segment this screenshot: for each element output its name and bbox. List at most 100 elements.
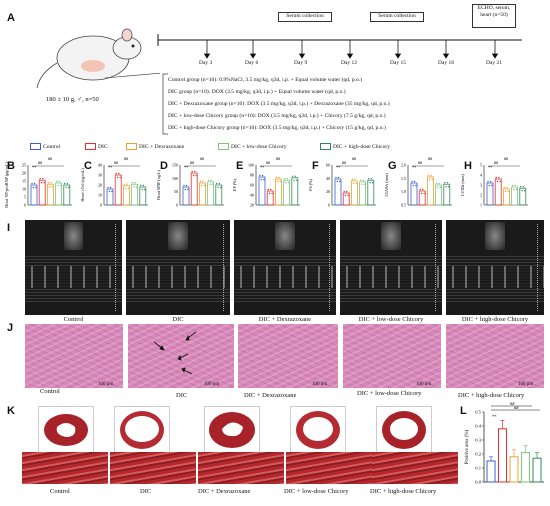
mini-tick-0-2: 15 — [22, 179, 26, 184]
day-3: Day 3 — [199, 60, 213, 66]
mini-sig-a-6: ## — [494, 160, 499, 165]
mini-dot-6-2-2 — [506, 186, 508, 189]
legend-swatch-dic — [85, 143, 96, 150]
group-dexrazoxane: DIC + Dexrazoxane group (n=10): DOX (3.5… — [168, 101, 390, 107]
scale-bar-dex: 100 μm — [312, 382, 328, 387]
mini-dot-1-4-1 — [141, 188, 143, 191]
mini-dot-2-1-3 — [195, 174, 197, 177]
mini-dot-4-4-1 — [369, 182, 371, 184]
panel-label-f: F — [312, 160, 319, 172]
mini-dot-2-0-2 — [185, 184, 188, 187]
mini-tick-0-3: 10 — [22, 187, 26, 192]
mini-dot-2-3-0 — [207, 179, 210, 181]
mini-dot-3-3-3 — [287, 182, 290, 184]
panel-label-k: K — [7, 405, 15, 417]
mini-sig-c-1: ** — [108, 165, 112, 170]
panel-label-d: D — [160, 160, 168, 172]
mini-dot-5-1-0 — [419, 188, 421, 191]
mini-dot-6-4-2 — [522, 186, 525, 188]
masson-caption-dic: DIC — [140, 488, 152, 495]
mini-tick-3-3: 40 — [250, 193, 254, 198]
mini-dot-4-1-0 — [343, 190, 345, 193]
l-bar-0 — [486, 460, 496, 483]
scale-bar-high: 100 μm — [518, 382, 534, 387]
mini-dot-0-2-0 — [47, 182, 50, 184]
he-caption-low: DIC + low-dose Chicory — [357, 390, 422, 397]
mini-bar-6-2 — [502, 188, 510, 206]
mini-dot-0-1-0 — [39, 178, 41, 180]
mini-tick-0-1: 20 — [22, 171, 26, 176]
mini-bar-6-4 — [519, 187, 527, 206]
mini-dot-1-0-1 — [108, 190, 111, 193]
mini-dot-0-3-3 — [59, 184, 62, 187]
mini-sig-b-2: ## — [200, 156, 205, 161]
mini-dot-6-3-2 — [514, 184, 516, 187]
mini-tick-0-0: 25 — [22, 163, 26, 168]
mini-dot-1-0-2 — [109, 186, 112, 189]
l-bar-2 — [509, 456, 519, 483]
mini-dot-2-2-0 — [199, 180, 202, 183]
mini-tick-2-3: 0 — [176, 203, 178, 208]
mini-dot-1-3-2 — [134, 182, 136, 184]
legend-label-control: Control — [43, 143, 61, 150]
mini-dot-2-1-2 — [194, 170, 196, 173]
mini-dot-2-4-3 — [220, 186, 222, 189]
mini-dot-1-2-0 — [123, 183, 126, 185]
mini-dot-5-2-0 — [427, 174, 430, 177]
mini-dot-2-4-2 — [218, 182, 221, 185]
day-15: Day 15 — [390, 60, 407, 66]
masson-detail-low — [286, 452, 372, 484]
legend-label-dic: DIC — [98, 143, 108, 150]
day-12: Day 12 — [341, 60, 358, 66]
timeline — [157, 34, 522, 59]
mini-dot-0-4-2 — [66, 182, 69, 185]
masson-detail-dex — [198, 452, 284, 484]
day-18: Day 18 — [438, 60, 455, 66]
mini-dot-6-0-3 — [491, 184, 493, 187]
mini-ylabel-4: FS (%) — [308, 178, 313, 191]
mini-dot-5-4-2 — [446, 182, 449, 184]
echo-image-dic — [126, 220, 230, 315]
mini-dot-5-2-2 — [430, 174, 432, 177]
panel-label-h: H — [464, 160, 472, 172]
mini-dot-3-2-3 — [279, 180, 281, 183]
he-image-control — [25, 324, 123, 388]
mini-ylabel-6: LVIDs (mm) — [460, 174, 465, 196]
echo-image-high — [446, 220, 544, 315]
day-21: Day 21 — [486, 60, 503, 66]
masson-detail-dic — [110, 452, 196, 484]
mini-dot-2-2-3 — [203, 184, 205, 187]
legend-swatch-control — [30, 143, 41, 150]
legend-low-chicory: DIC + low-dose Chicory — [218, 143, 287, 150]
mini-sig-c-3: ** — [260, 165, 264, 170]
mini-tick-3-0: 100 — [248, 163, 254, 168]
mini-dot-5-3-1 — [437, 186, 439, 189]
mini-dot-0-3-0 — [55, 180, 58, 183]
mini-dot-3-1-3 — [271, 192, 273, 195]
mini-bar-3-0 — [258, 176, 266, 206]
mini-dot-1-3-3 — [135, 186, 138, 188]
mini-tick-5-1: 1.5 — [401, 176, 406, 181]
mini-dot-0-1-1 — [40, 182, 43, 184]
mini-dot-5-2-3 — [431, 178, 433, 181]
mini-ylabel-2: Heart BNP (ng/L) — [156, 169, 161, 200]
mini-bar-2-1 — [190, 172, 198, 206]
masson-whole-control — [38, 406, 94, 454]
mini-bar-4-3 — [359, 181, 367, 206]
mini-dot-3-0-0 — [259, 174, 261, 177]
scale-bar-control: 100 μm — [98, 382, 114, 387]
mini-dot-4-0-2 — [337, 176, 340, 179]
mini-dot-5-1-2 — [422, 188, 424, 191]
mini-bar-1-3 — [131, 183, 139, 206]
mini-tick-3-1: 80 — [250, 173, 254, 178]
mini-dot-3-2-0 — [275, 176, 278, 179]
mini-sig-c-2: ** — [184, 165, 188, 170]
mini-dot-6-2-3 — [507, 190, 509, 193]
mini-dot-3-3-0 — [283, 178, 286, 180]
mini-dot-0-4-1 — [65, 186, 67, 189]
mini-tick-4-2: 20 — [326, 189, 330, 194]
mini-dot-1-1-3 — [119, 176, 121, 179]
day-9: Day 9 — [294, 60, 308, 66]
